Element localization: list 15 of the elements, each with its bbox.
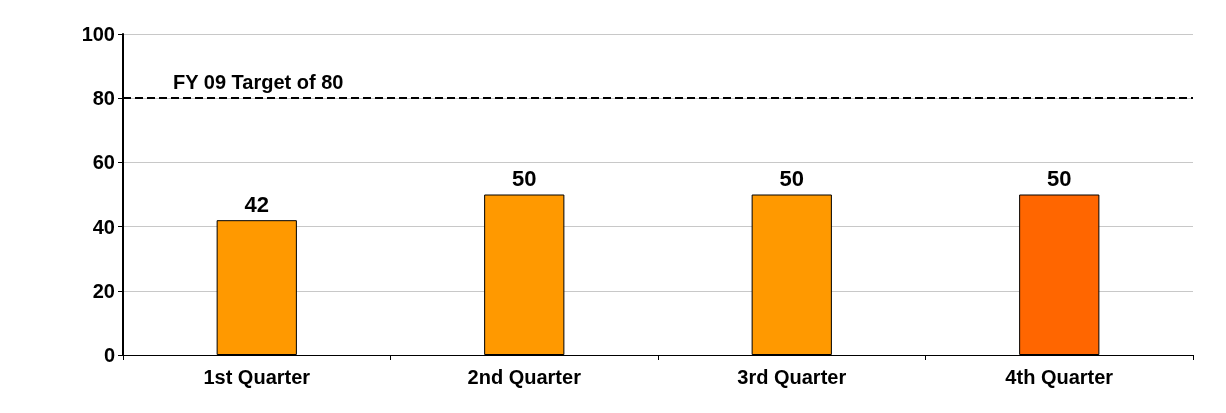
- data-label: 50: [1047, 166, 1072, 191]
- x-tick-label: 4th Quarter: [1005, 366, 1114, 388]
- y-tick-label: 80: [92, 87, 115, 110]
- x-tick-label: 2nd Quarter: [467, 366, 582, 388]
- y-tick-label: 20: [92, 279, 115, 302]
- ref-line-label: FY 09 Target of 80: [173, 71, 344, 94]
- y-tick-label: 60: [92, 151, 115, 174]
- data-label: 42: [244, 191, 269, 217]
- y-tick-label: 40: [92, 215, 115, 238]
- data-label: 50: [779, 166, 804, 191]
- data-label: 50: [512, 166, 537, 191]
- y-tick-label: 100: [81, 23, 115, 45]
- x-tick-label: 3rd Quarter: [737, 366, 847, 388]
- y-tick-label: 0: [103, 344, 115, 366]
- x-tick-label: 1st Quarter: [203, 366, 311, 388]
